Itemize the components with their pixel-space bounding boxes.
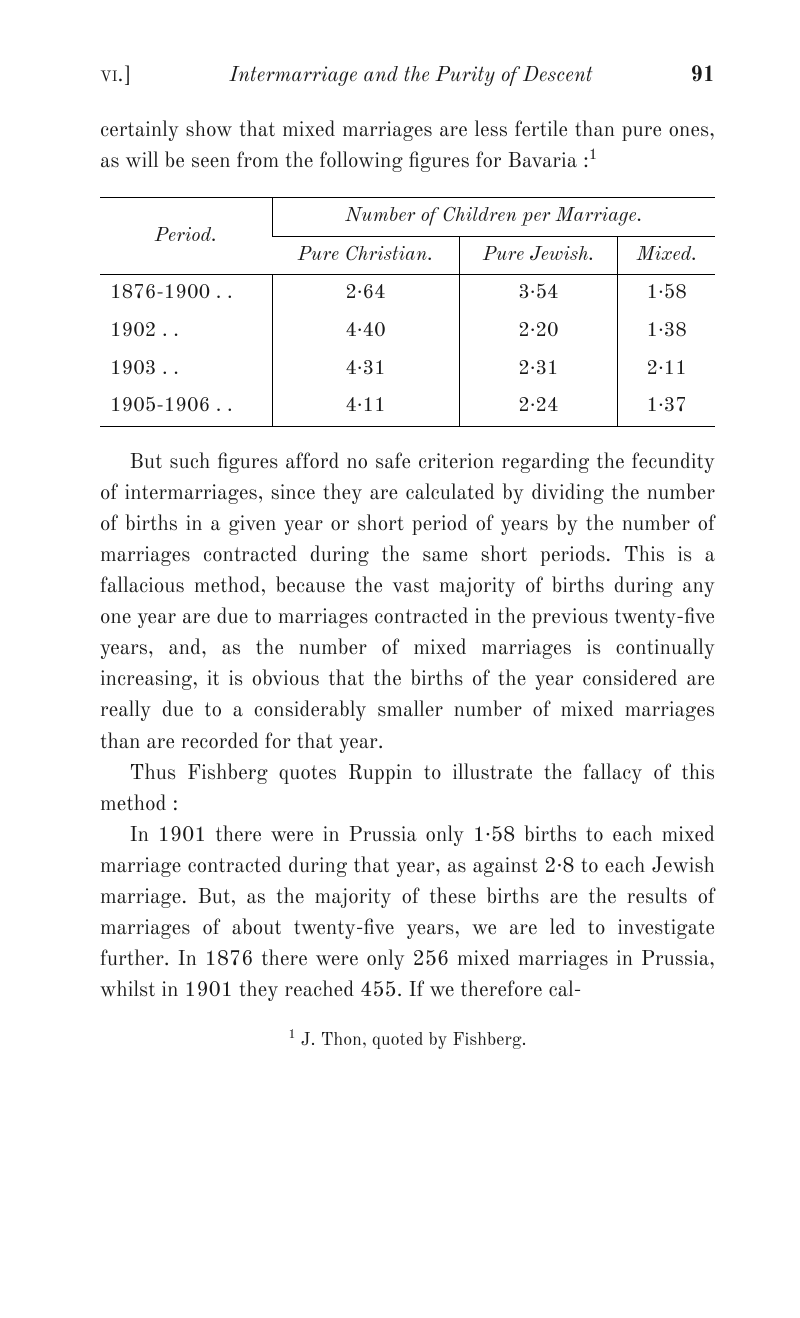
page: vi.] Intermarriage and the Purity of Des… <box>0 0 800 1105</box>
table-cell: 2·31 <box>459 351 618 389</box>
table-col-jewish: Pure Jewish. <box>459 236 618 275</box>
body-paragraph-3: In 1901 there were in Prussia only 1·58 … <box>100 820 715 1006</box>
table-cell: 4·40 <box>272 313 459 351</box>
intro-paragraph: certainly show that mixed marriages are … <box>100 115 715 177</box>
table-row: 1902 . . <box>100 313 272 351</box>
table-period-header: Period. <box>100 198 272 275</box>
page-number: 91 <box>691 60 715 91</box>
table-col-christian: Pure Christian. <box>272 236 459 275</box>
table-col-mixed: Mixed. <box>618 236 715 275</box>
table-cell: 4·31 <box>272 351 459 389</box>
table-row: 1876-1900 . . <box>100 275 272 313</box>
table-group-header: Number of Children per Marriage. <box>272 198 715 237</box>
intro-text: certainly show that mixed marriages are … <box>100 120 715 172</box>
running-title: Intermarriage and the Purity of Descent <box>131 60 690 91</box>
section-label: vi.] <box>100 60 131 91</box>
footnote-ref: 1 <box>589 149 598 163</box>
children-per-marriage-table: Period. Number of Children per Marriage.… <box>100 197 715 427</box>
table-cell: 2·64 <box>272 275 459 313</box>
table-cell: 2·11 <box>618 351 715 389</box>
table-cell: 2·24 <box>459 388 618 426</box>
body-paragraph-2: Thus Fishberg quotes Ruppin to illustrat… <box>100 758 715 820</box>
table-row: 1903 . . <box>100 351 272 389</box>
body-paragraph-1: But such figures afford no safe criterio… <box>100 447 715 758</box>
table-cell: 1·38 <box>618 313 715 351</box>
table-cell: 3·54 <box>459 275 618 313</box>
table-row: 1905-1906 . . <box>100 388 272 426</box>
footnote-text: J. Thon, quoted by Fishberg. <box>301 1032 527 1050</box>
table-cell: 1·58 <box>618 275 715 313</box>
table-cell: 2·20 <box>459 313 618 351</box>
table-cell: 1·37 <box>618 388 715 426</box>
footnote-marker: 1 <box>288 1028 295 1041</box>
footnote: 1 J. Thon, quoted by Fishberg. <box>100 1028 715 1055</box>
table-cell: 4·11 <box>272 388 459 426</box>
running-head: vi.] Intermarriage and the Purity of Des… <box>100 60 715 91</box>
